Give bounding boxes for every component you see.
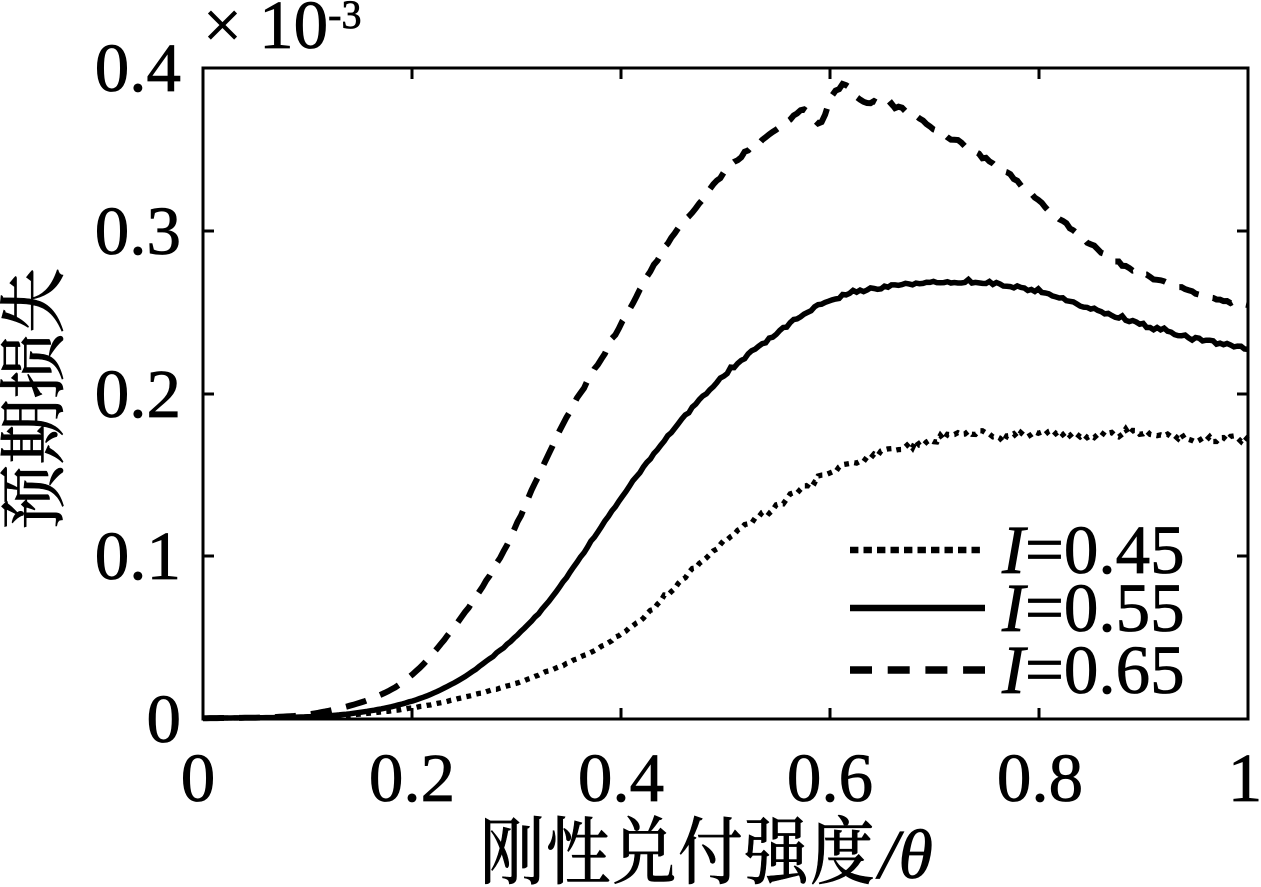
svg-text:0.6: 0.6 — [787, 740, 873, 816]
svg-text:I=0.55: I=0.55 — [1001, 570, 1185, 646]
svg-text:0.4: 0.4 — [95, 30, 181, 106]
svg-text:/θ: /θ — [875, 817, 933, 887]
svg-text:0.8: 0.8 — [997, 740, 1083, 816]
svg-text:0: 0 — [181, 740, 216, 816]
svg-text:0.1: 0.1 — [95, 518, 181, 594]
svg-text:× 10-3: × 10-3 — [203, 0, 362, 63]
svg-text:0: 0 — [147, 681, 182, 757]
svg-text:0.3: 0.3 — [95, 193, 181, 269]
svg-text:I=0.45: I=0.45 — [1001, 512, 1185, 588]
svg-text:0.2: 0.2 — [95, 356, 181, 432]
svg-text:0.4: 0.4 — [578, 740, 664, 816]
svg-text:I=0.65: I=0.65 — [1001, 632, 1185, 708]
svg-text:0.2: 0.2 — [369, 740, 455, 816]
svg-text:1: 1 — [1228, 740, 1261, 816]
